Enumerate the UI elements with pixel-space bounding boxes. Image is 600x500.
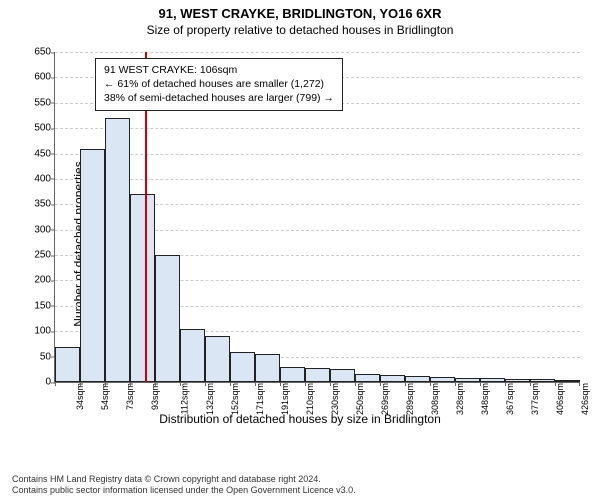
x-tick-mark — [155, 382, 156, 386]
page-title: 91, WEST CRAYKE, BRIDLINGTON, YO16 6XR — [0, 0, 600, 23]
histogram-bar — [480, 378, 505, 382]
x-tick-mark — [180, 382, 181, 386]
histogram-bar — [455, 378, 480, 382]
histogram-bar — [180, 329, 205, 382]
y-tick: 650 — [17, 47, 51, 58]
y-tick: 450 — [17, 148, 51, 159]
histogram-bar — [555, 380, 580, 382]
x-tick-label: 348sqm — [480, 383, 490, 415]
histogram-bar — [505, 379, 530, 382]
y-tick: 400 — [17, 173, 51, 184]
x-tick-label: 171sqm — [255, 383, 265, 415]
y-tick: 500 — [17, 123, 51, 134]
y-tick: 100 — [17, 326, 51, 337]
y-tick: 200 — [17, 275, 51, 286]
histogram-bar — [55, 347, 80, 382]
x-tick-mark — [430, 382, 431, 386]
x-tick-label: 250sqm — [355, 383, 365, 415]
histogram-bar — [305, 368, 330, 382]
y-tick: 150 — [17, 300, 51, 311]
x-tick-mark — [55, 382, 56, 386]
histogram-bar — [205, 336, 230, 382]
x-tick-mark — [230, 382, 231, 386]
x-tick-mark — [205, 382, 206, 386]
x-tick-mark — [405, 382, 406, 386]
histogram-bar — [130, 194, 155, 382]
x-tick-label: 93sqm — [150, 383, 160, 410]
info-line-2: ← 61% of detached houses are smaller (1,… — [104, 77, 334, 91]
x-tick-mark — [380, 382, 381, 386]
histogram-bar — [280, 367, 305, 382]
y-tick: 0 — [17, 377, 51, 388]
x-tick-mark — [530, 382, 531, 386]
y-tick: 50 — [17, 351, 51, 362]
x-axis-label: Distribution of detached houses by size … — [0, 412, 600, 426]
histogram-bar — [355, 374, 380, 382]
x-tick-label: 112sqm — [179, 383, 189, 414]
x-tick-label: 406sqm — [555, 383, 565, 415]
x-tick-mark — [355, 382, 356, 386]
x-tick-label: 289sqm — [405, 383, 415, 415]
y-tick: 600 — [17, 72, 51, 83]
page-subtitle: Size of property relative to detached ho… — [0, 23, 600, 39]
x-tick-mark — [505, 382, 506, 386]
x-tick-label: 54sqm — [100, 383, 110, 410]
plot-area: 91 WEST CRAYKE: 106sqm ← 61% of detached… — [54, 52, 580, 383]
x-tick-mark — [130, 382, 131, 386]
x-tick-mark — [305, 382, 306, 386]
footer: Contains HM Land Registry data © Crown c… — [12, 474, 588, 497]
x-tick-label: 152sqm — [230, 383, 240, 415]
x-tick-mark — [255, 382, 256, 386]
x-tick-mark — [280, 382, 281, 386]
info-box: 91 WEST CRAYKE: 106sqm ← 61% of detached… — [95, 58, 343, 111]
y-tick: 250 — [17, 250, 51, 261]
footer-line-2: Contains public sector information licen… — [12, 485, 588, 496]
x-tick-label: 308sqm — [430, 383, 440, 415]
y-tick: 350 — [17, 199, 51, 210]
x-tick-mark — [330, 382, 331, 386]
x-tick-mark — [579, 382, 580, 386]
x-tick-label: 132sqm — [205, 383, 215, 415]
x-tick-label: 73sqm — [125, 383, 135, 410]
info-line-1: 91 WEST CRAYKE: 106sqm — [104, 63, 334, 77]
x-tick-mark — [80, 382, 81, 386]
histogram-bar — [430, 377, 455, 382]
gridline — [55, 52, 580, 53]
histogram-bar — [405, 376, 430, 382]
x-tick-mark — [105, 382, 106, 386]
x-tick-label: 210sqm — [305, 383, 315, 415]
x-tick-label: 34sqm — [75, 383, 85, 410]
x-tick-label: 269sqm — [380, 383, 390, 415]
histogram-bar — [155, 255, 180, 382]
x-tick-mark — [480, 382, 481, 386]
histogram-bar — [380, 375, 405, 382]
y-tick: 550 — [17, 97, 51, 108]
x-tick-label: 191sqm — [280, 383, 290, 415]
x-tick-label: 328sqm — [455, 383, 465, 415]
x-tick-label: 377sqm — [530, 383, 540, 415]
y-tick: 300 — [17, 224, 51, 235]
histogram-bar — [80, 149, 105, 382]
gridline — [55, 154, 580, 155]
histogram-bar — [230, 352, 255, 382]
x-tick-label: 367sqm — [505, 383, 515, 415]
histogram-bar — [330, 369, 355, 382]
chart-container: Number of detached properties 91 WEST CR… — [0, 44, 600, 444]
footer-line-1: Contains HM Land Registry data © Crown c… — [12, 474, 588, 485]
histogram-bar — [530, 379, 555, 382]
gridline — [55, 179, 580, 180]
histogram-bar — [255, 354, 280, 382]
info-line-3: 38% of semi-detached houses are larger (… — [104, 91, 334, 105]
histogram-bar — [105, 118, 130, 382]
x-tick-label: 426sqm — [580, 383, 590, 415]
x-tick-mark — [555, 382, 556, 386]
x-tick-label: 230sqm — [330, 383, 340, 415]
x-tick-mark — [455, 382, 456, 386]
gridline — [55, 128, 580, 129]
